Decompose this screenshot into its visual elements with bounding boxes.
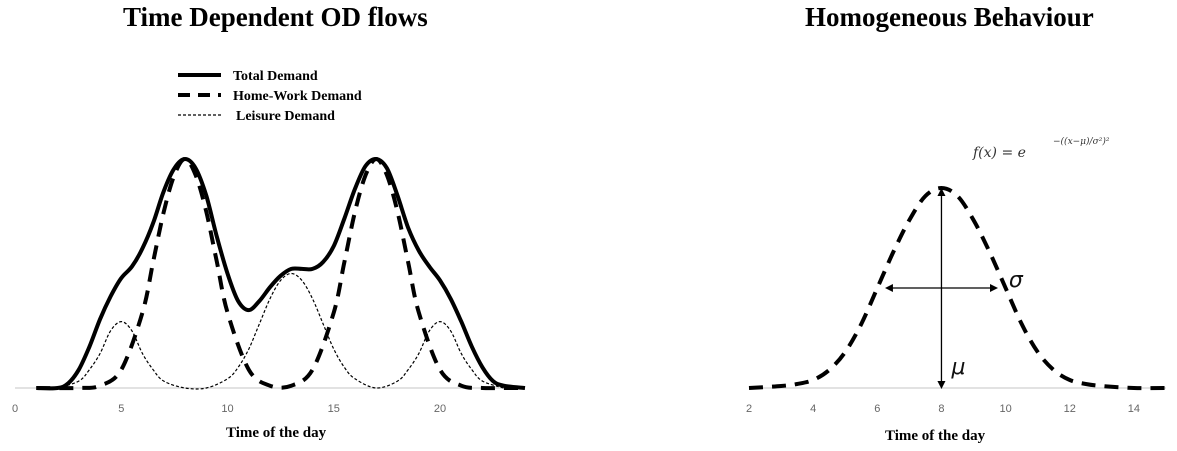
od-flows-chart: Time Dependent OD flows 0 5 10 15 20 Total D… (0, 0, 560, 451)
x-tick-label: 15 (328, 403, 340, 415)
x-tick-label: 10 (221, 403, 233, 415)
homogeneous-plot: σ μ 2 4 6 8 10 12 14 f(x) = e −((x−μ)/σ²)² (746, 136, 1167, 415)
gaussian-formula: f(x) = e −((x−μ)/σ²)² (972, 136, 1110, 161)
formula-exponent: −((x−μ)/σ²)² (1053, 136, 1110, 147)
x-tick-label: 8 (938, 403, 944, 415)
x-tick-label: 14 (1128, 403, 1140, 415)
x-tick-label: 20 (434, 403, 446, 415)
sigma-label: σ (1009, 268, 1024, 293)
series-line-leisure-demand (57, 272, 504, 390)
formula-lhs: f(x) = e (972, 145, 1026, 161)
legend-label: Leisure Demand (236, 109, 335, 124)
series-line-total-demand (36, 156, 526, 391)
legend-label: Home-Work Demand (233, 89, 362, 104)
x-axis-label: Time of the day (885, 428, 986, 444)
chart-title: Homogeneous Behaviour (805, 2, 1094, 32)
series-line-home-work-demand (36, 157, 525, 391)
od-flows-plot: 0 5 10 15 20 Total Demand Home-Work Demand Lei… (12, 69, 526, 415)
x-tick-label: 12 (1064, 403, 1076, 415)
legend: Total Demand Home-Work Demand Leisure Dema… (178, 69, 362, 124)
x-axis-label: Time of the day (226, 425, 327, 441)
x-tick-label: 6 (874, 403, 880, 415)
x-tick-label: 4 (810, 403, 816, 415)
x-tick-label: 2 (746, 403, 752, 415)
gaussian-curve (748, 186, 1167, 391)
homogeneous-chart: Homogeneous Behaviour σ μ 2 4 6 8 10 12 14 f(x)… (700, 0, 1177, 451)
x-tick-label: 5 (118, 403, 124, 415)
x-tick-label: 0 (12, 403, 18, 415)
legend-label: Total Demand (233, 69, 318, 84)
x-tick-label: 10 (999, 403, 1011, 415)
chart-title: Time Dependent OD flows (123, 2, 428, 32)
mu-label: μ (950, 355, 965, 380)
